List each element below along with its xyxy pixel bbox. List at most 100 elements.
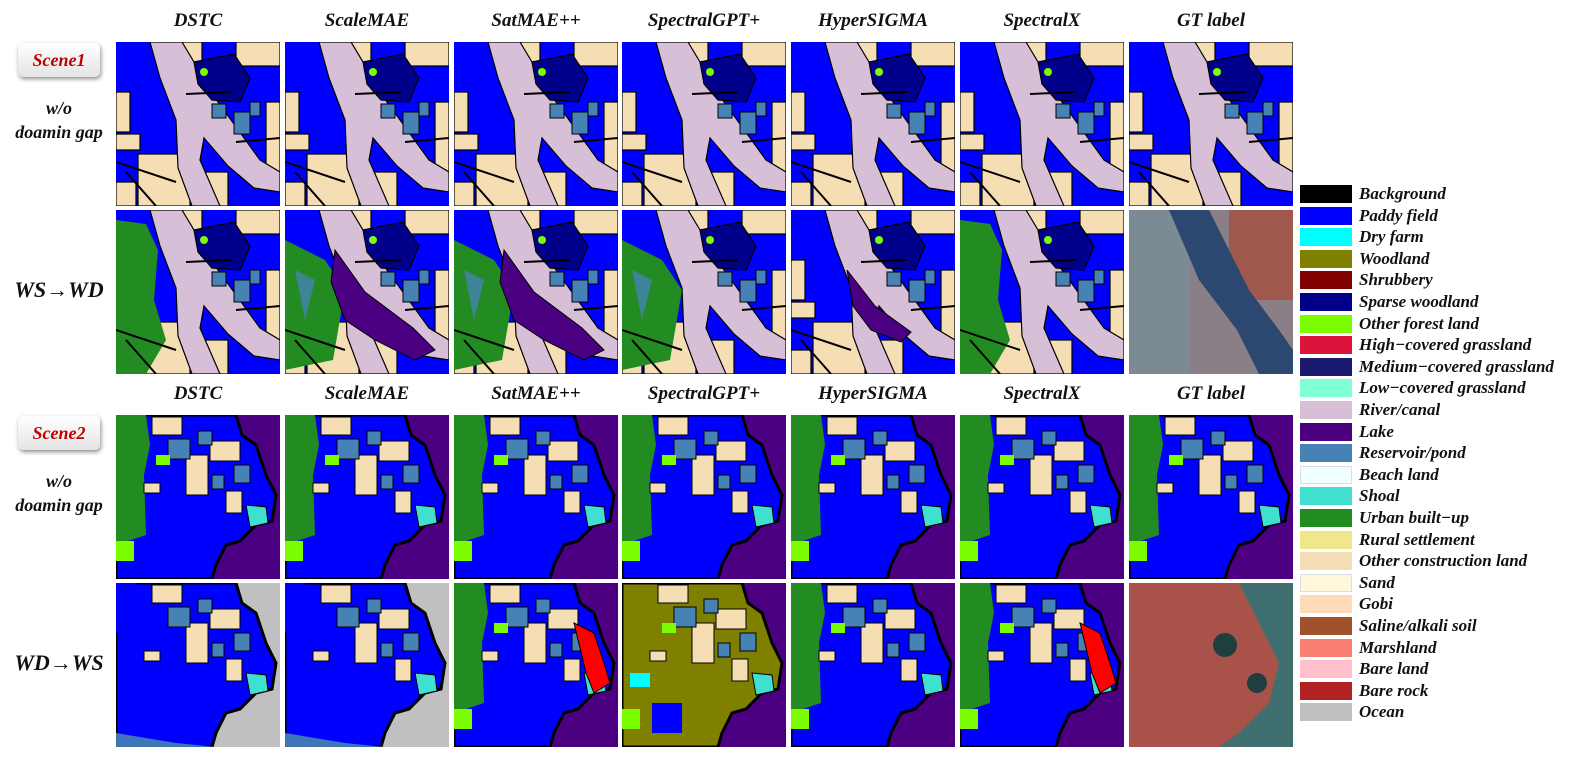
legend-label: Ocean <box>1359 702 1405 722</box>
legend-label: Beach land <box>1359 464 1439 484</box>
legend-item: Reservoir/pond <box>1300 443 1466 463</box>
segmentation-map <box>116 210 280 374</box>
legend-label: Reservoir/pond <box>1359 443 1466 463</box>
row-label: w/o doamin gap <box>0 469 118 517</box>
legend-swatch <box>1300 595 1352 614</box>
legend-label: Dry farm <box>1359 227 1424 247</box>
result-tile <box>960 415 1124 579</box>
legend-swatch <box>1300 530 1352 549</box>
result-tile <box>116 210 280 374</box>
result-tile <box>285 210 449 374</box>
legend-swatch <box>1300 336 1352 355</box>
legend-item: Dry farm <box>1300 227 1424 247</box>
method-title: DSTC <box>173 10 223 31</box>
result-tile <box>622 42 786 206</box>
legend-swatch <box>1300 681 1352 700</box>
legend-swatch <box>1300 465 1352 484</box>
method-title: SatMAE++ <box>491 383 581 404</box>
result-tile <box>285 583 449 747</box>
legend-item: Ocean <box>1300 702 1404 722</box>
result-tile <box>1129 583 1293 747</box>
legend-swatch <box>1300 401 1352 419</box>
legend-swatch <box>1300 379 1352 398</box>
row-label-line: WS→WD <box>14 277 104 302</box>
legend-swatch <box>1300 185 1352 203</box>
segmentation-map <box>622 415 786 579</box>
legend-item: Other forest land <box>1300 314 1479 334</box>
legend-item: Gobi <box>1300 594 1393 614</box>
result-tile <box>285 415 449 579</box>
legend-swatch <box>1300 206 1352 225</box>
legend-swatch <box>1300 487 1352 506</box>
legend-label: Other construction land <box>1359 551 1528 571</box>
legend-swatch <box>1300 249 1352 268</box>
legend-item: Marshland <box>1300 638 1436 658</box>
row-label-line: doamin gap <box>15 122 103 142</box>
method-title: HyperSIGMA <box>818 10 928 31</box>
result-tile <box>960 583 1124 747</box>
segmentation-map <box>960 415 1124 579</box>
legend-item: Beach land <box>1300 465 1439 485</box>
legend-item: Bare land <box>1300 659 1428 679</box>
method-title: SatMAE++ <box>491 10 581 31</box>
legend-label: Lake <box>1359 421 1394 441</box>
result-tile <box>622 210 786 374</box>
segmentation-map <box>960 210 1124 374</box>
segmentation-map <box>1129 210 1293 374</box>
segmentation-map <box>285 415 449 579</box>
segmentation-map <box>622 583 786 747</box>
legend-swatch <box>1300 271 1352 290</box>
segmentation-map <box>960 583 1124 747</box>
segmentation-map <box>285 42 449 206</box>
legend-label: Marshland <box>1359 637 1437 657</box>
segmentation-map <box>116 42 280 206</box>
segmentation-map <box>116 415 280 579</box>
segmentation-map <box>454 415 618 579</box>
scene-button[interactable]: Scene2 <box>18 416 100 450</box>
legend-item: Rural settlement <box>1300 530 1475 550</box>
legend-label: High−covered grassland <box>1359 335 1532 355</box>
legend-item: Medium−covered grassland <box>1300 357 1554 377</box>
legend-swatch <box>1300 638 1352 657</box>
legend-swatch <box>1300 660 1352 679</box>
segmentation-map <box>454 42 618 206</box>
legend-item: High−covered grassland <box>1300 335 1531 355</box>
legend-swatch <box>1300 444 1352 463</box>
segmentation-map <box>1129 583 1293 747</box>
row-label-line: w/o <box>45 98 72 118</box>
result-tile <box>116 583 280 747</box>
result-tile <box>791 415 955 579</box>
legend-label: Sand <box>1359 572 1395 592</box>
legend-swatch <box>1300 357 1352 376</box>
row-label: WS→WD <box>0 278 118 302</box>
result-tile <box>454 210 618 374</box>
segmentation-map <box>622 42 786 206</box>
row-label-line: w/o <box>45 471 72 491</box>
method-title: SpectralX <box>1003 10 1081 31</box>
legend-item: Urban built−up <box>1300 508 1469 528</box>
result-tile <box>622 583 786 747</box>
row-label: WD→WS <box>0 651 118 675</box>
legend-label: Woodland <box>1359 248 1430 268</box>
scene-button[interactable]: Scene1 <box>18 43 100 77</box>
result-tile <box>1129 42 1293 206</box>
legend-item: Woodland <box>1300 249 1430 269</box>
result-tile <box>116 42 280 206</box>
segmentation-map <box>285 210 449 374</box>
segmentation-map <box>791 415 955 579</box>
result-tile <box>960 42 1124 206</box>
legend-item: Shoal <box>1300 486 1400 506</box>
legend-swatch <box>1300 293 1352 311</box>
method-title: ScaleMAE <box>324 383 410 404</box>
legend-swatch <box>1300 617 1352 635</box>
legend-swatch <box>1300 422 1352 441</box>
legend-label: Other forest land <box>1359 313 1479 333</box>
legend-item: Saline/alkali soil <box>1300 616 1477 636</box>
method-title: GT label <box>1176 383 1246 404</box>
segmentation-map <box>791 210 955 374</box>
method-title: SpectralX <box>1003 383 1081 404</box>
segmentation-map <box>454 210 618 374</box>
legend-item: Other construction land <box>1300 551 1527 571</box>
result-tile <box>1129 210 1293 374</box>
legend-label: Saline/alkali soil <box>1359 616 1477 635</box>
